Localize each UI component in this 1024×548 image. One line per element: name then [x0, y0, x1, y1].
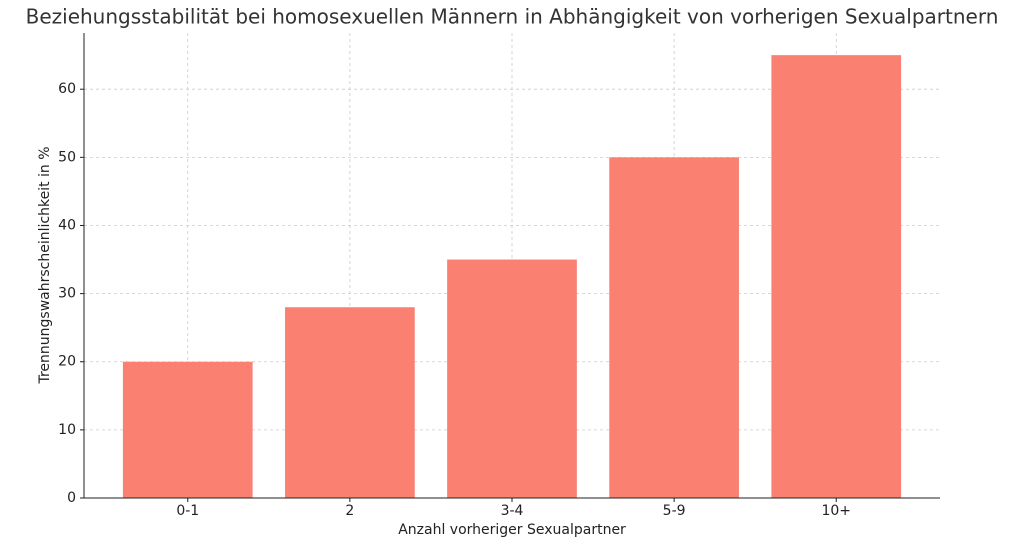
x-tick-label: 2	[345, 503, 354, 519]
bar	[609, 157, 739, 499]
bar	[285, 307, 415, 498]
y-tick-label: 20	[58, 354, 76, 370]
y-tick-label: 0	[67, 490, 76, 506]
y-tick-label: 50	[58, 149, 76, 165]
bar	[771, 55, 902, 499]
y-axis-label: Trennungswahrscheinlichkeit in %	[37, 146, 53, 384]
y-tick-label: 10	[58, 422, 76, 438]
y-tick-label: 40	[58, 217, 76, 233]
y-tick-label: 60	[58, 81, 76, 97]
bar	[122, 361, 253, 498]
x-tick-label: 10+	[821, 503, 851, 519]
y-tick-label: 30	[58, 286, 76, 302]
bar	[447, 259, 577, 498]
x-axis-label: Anzahl vorheriger Sexualpartner	[398, 522, 626, 538]
x-tick-label: 5-9	[663, 503, 686, 519]
x-tick-label: 0-1	[176, 503, 199, 519]
bars	[122, 55, 902, 499]
chart-title: Beziehungsstabilität bei homosexuellen M…	[26, 5, 999, 29]
x-tick-label: 3-4	[501, 503, 524, 519]
